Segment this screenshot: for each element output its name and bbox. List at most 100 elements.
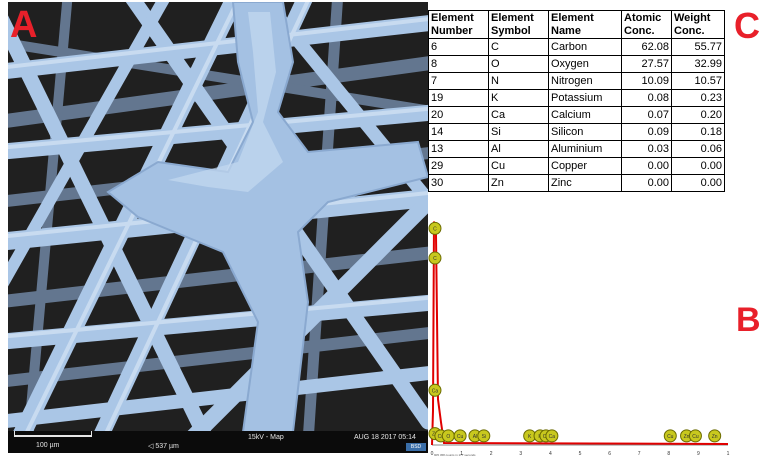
cell-element-name: Potassium bbox=[548, 89, 622, 107]
cell-element-name: Nitrogen bbox=[548, 72, 622, 90]
acquisition-mode: 15kV - Map bbox=[248, 434, 284, 441]
cell-atomic-conc: 0.03 bbox=[621, 140, 672, 158]
scale-bar-tick bbox=[91, 431, 92, 437]
element-peak-label: Ca bbox=[549, 434, 556, 440]
cell-atomic-conc: 62.08 bbox=[621, 38, 672, 56]
element-peak-marker bbox=[428, 383, 442, 397]
element-peak-label: Zn bbox=[712, 434, 718, 440]
element-peak-label: Cu bbox=[667, 434, 674, 440]
cell-element-symbol: N bbox=[488, 72, 549, 90]
table-row: 29 Cu Copper 0.00 0.00 bbox=[428, 157, 725, 175]
cell-element-name: Calcium bbox=[548, 106, 622, 124]
cell-element-symbol: K bbox=[488, 89, 549, 107]
table-row: 13 Al Aluminium 0.03 0.06 bbox=[428, 140, 725, 158]
cell-atomic-conc: 0.09 bbox=[621, 123, 672, 141]
element-peak-label: Zn bbox=[684, 434, 690, 440]
x-tick-label: 7 bbox=[638, 451, 641, 457]
header-weight-conc: Weight Conc. bbox=[671, 10, 725, 39]
x-tick-label: 0 bbox=[431, 451, 434, 457]
element-table: Element Number Element Symbol Element Name … bbox=[428, 10, 725, 192]
x-tick-label: 5 bbox=[579, 451, 582, 457]
x-tick-label: 1 bbox=[460, 451, 463, 457]
x-tick-label: 2 bbox=[490, 451, 493, 457]
table-row: 14 Si Silicon 0.09 0.18 bbox=[428, 123, 725, 141]
cell-weight-conc: 55.77 bbox=[671, 38, 725, 56]
x-tick-label: 6 bbox=[608, 451, 611, 457]
cell-element-number: 7 bbox=[428, 72, 489, 90]
cell-element-number: 13 bbox=[428, 140, 489, 158]
scale-bar bbox=[14, 435, 92, 437]
header-element-symbol: Element Symbol bbox=[488, 10, 549, 39]
horizontal-field-width: ◁ 537 µm bbox=[148, 443, 179, 450]
table-body: 6 C Carbon 62.08 55.77 8 O Oxygen 27.57 32.99 7 N Ni… bbox=[428, 38, 725, 192]
cell-element-name: Copper bbox=[548, 157, 622, 175]
x-tick-label: 9 bbox=[697, 451, 700, 457]
cell-atomic-conc: 27.57 bbox=[621, 55, 672, 73]
panel-label-c: C bbox=[734, 5, 759, 46]
element-peak-label: O bbox=[446, 434, 450, 440]
x-tick-label: 3 bbox=[519, 451, 522, 457]
element-peak-label: Al bbox=[473, 434, 477, 440]
panel-label-a: A bbox=[10, 4, 38, 46]
header-element-number: Element Number bbox=[428, 10, 489, 39]
cell-weight-conc: 0.06 bbox=[671, 140, 725, 158]
element-peak-marker bbox=[688, 429, 702, 443]
cell-atomic-conc: 0.00 bbox=[621, 157, 672, 175]
cell-element-symbol: Cu bbox=[488, 157, 549, 175]
table-row: 20 Ca Calcium 0.07 0.20 bbox=[428, 106, 725, 124]
cell-atomic-conc: 0.00 bbox=[621, 174, 672, 192]
element-peak-label: K bbox=[528, 434, 532, 440]
cell-element-number: 14 bbox=[428, 123, 489, 141]
element-peak-label: C bbox=[433, 226, 437, 232]
table-header-row: Element Number Element Symbol Element Name … bbox=[428, 10, 725, 39]
cell-element-name: Zinc bbox=[548, 174, 622, 192]
cell-weight-conc: 0.00 bbox=[671, 157, 725, 175]
cell-element-symbol: O bbox=[488, 55, 549, 73]
cell-element-number: 29 bbox=[428, 157, 489, 175]
scale-bar-label: 100 µm bbox=[36, 442, 60, 449]
element-peak-marker bbox=[663, 429, 677, 443]
spectrum-line bbox=[431, 221, 729, 446]
cell-element-name: Oxygen bbox=[548, 55, 622, 73]
sem-info-bar: 100 µm ◁ 537 µm 15kV - Map AUG 18 2017 0… bbox=[8, 431, 428, 453]
cell-element-number: 20 bbox=[428, 106, 489, 124]
table-row: 30 Zn Zinc 0.00 0.00 bbox=[428, 174, 725, 192]
element-peak-marker bbox=[428, 251, 442, 265]
spectrum-caption: 905 458 counts in 177 seconds bbox=[434, 453, 476, 457]
header-atomic-conc: Atomic Conc. bbox=[621, 10, 672, 39]
x-tick-label: 8 bbox=[667, 451, 670, 457]
acquisition-date: AUG 18 2017 05:14 bbox=[354, 434, 416, 441]
element-peak-marker bbox=[453, 429, 467, 443]
cell-atomic-conc: 0.08 bbox=[621, 89, 672, 107]
cell-element-name: Aluminium bbox=[548, 140, 622, 158]
cell-weight-conc: 0.00 bbox=[671, 174, 725, 192]
element-peak-marker bbox=[545, 429, 559, 443]
cell-weight-conc: 0.23 bbox=[671, 89, 725, 107]
element-peak-marker bbox=[477, 429, 491, 443]
header-element-name: Element Name bbox=[548, 10, 622, 39]
panel-label-b: B bbox=[736, 301, 759, 339]
cell-element-symbol: Zn bbox=[488, 174, 549, 192]
element-peak-label: Cu bbox=[438, 434, 445, 440]
scale-bar-tick bbox=[14, 431, 15, 437]
table-row: 8 O Oxygen 27.57 32.99 bbox=[428, 55, 725, 73]
x-tick-label: 4 bbox=[549, 451, 552, 457]
cell-weight-conc: 32.99 bbox=[671, 55, 725, 73]
detector-badge: BSD bbox=[406, 443, 426, 451]
cell-element-symbol: Ca bbox=[488, 106, 549, 124]
table-row: 7 N Nitrogen 10.09 10.57 bbox=[428, 72, 725, 90]
cell-element-symbol: Si bbox=[488, 123, 549, 141]
cell-element-number: 30 bbox=[428, 174, 489, 192]
element-peak-marker bbox=[428, 221, 442, 235]
table-row: 6 C Carbon 62.08 55.77 bbox=[428, 38, 725, 56]
cell-element-number: 19 bbox=[428, 89, 489, 107]
cell-element-symbol: C bbox=[488, 38, 549, 56]
element-peak-label: Ca bbox=[432, 388, 439, 394]
cell-element-name: Silicon bbox=[548, 123, 622, 141]
cell-element-number: 8 bbox=[428, 55, 489, 73]
table-row: 19 K Potassium 0.08 0.23 bbox=[428, 89, 725, 107]
element-peak-label: Cu bbox=[457, 434, 464, 440]
cell-weight-conc: 0.20 bbox=[671, 106, 725, 124]
cell-weight-conc: 0.18 bbox=[671, 123, 725, 141]
